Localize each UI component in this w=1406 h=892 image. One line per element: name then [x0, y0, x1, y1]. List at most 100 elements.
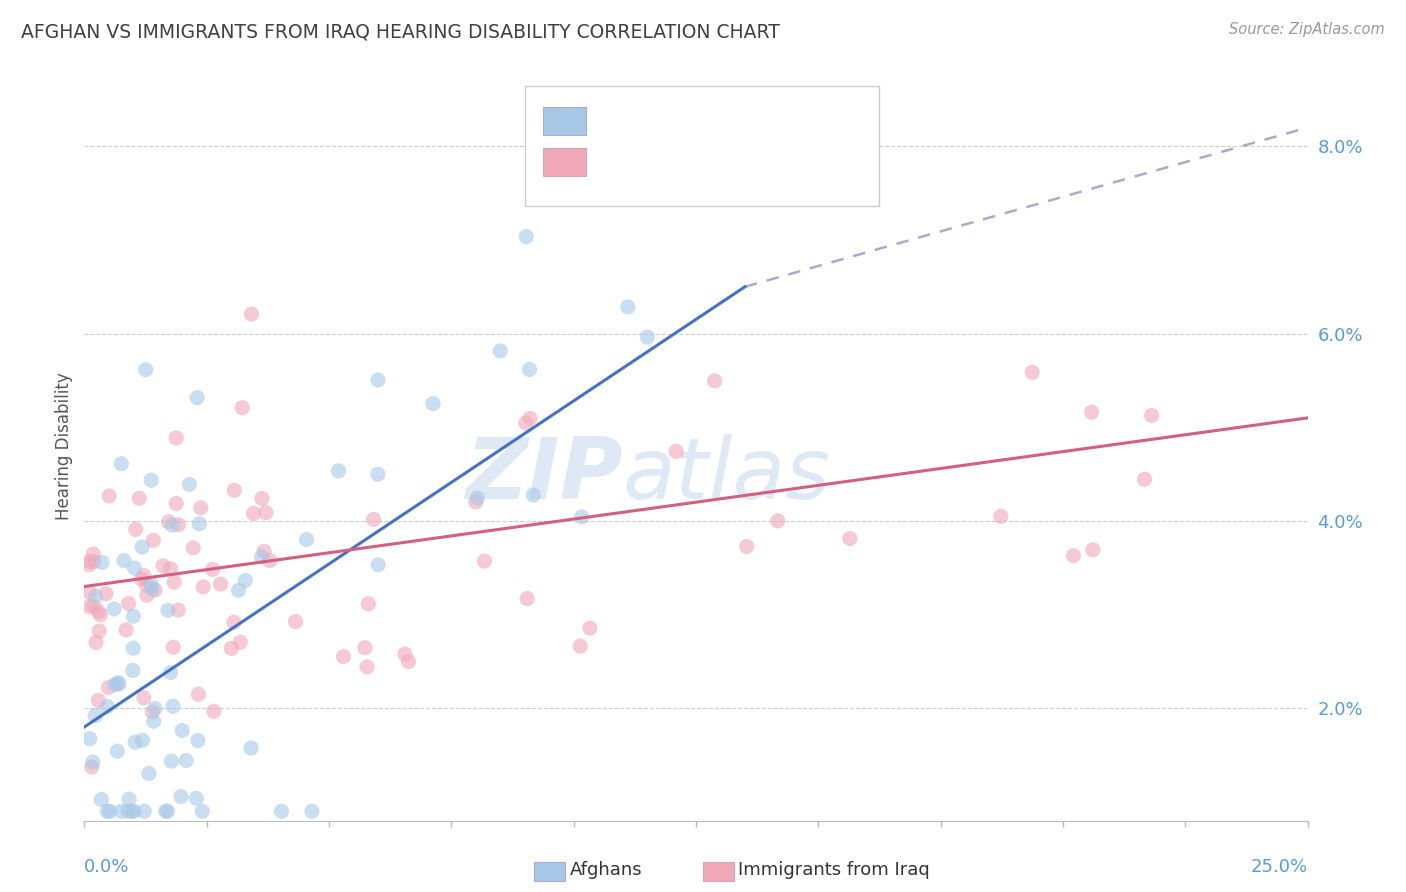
Point	[91, 555, 114, 569]
Point	[224, 483, 246, 498]
Point	[1080, 405, 1102, 419]
Point	[242, 507, 264, 521]
Point	[131, 540, 153, 554]
Point	[157, 515, 180, 529]
Point	[131, 733, 153, 747]
Point	[202, 704, 225, 718]
Text: Source: ZipAtlas.com: Source: ZipAtlas.com	[1229, 22, 1385, 37]
Point	[284, 615, 307, 629]
Point	[107, 677, 129, 691]
Point	[703, 374, 725, 388]
Point	[464, 495, 486, 509]
Point	[254, 506, 277, 520]
Point	[82, 755, 104, 769]
Point	[141, 473, 163, 487]
Point	[1133, 472, 1156, 486]
Point	[229, 635, 252, 649]
Point	[515, 229, 537, 244]
Point	[84, 635, 107, 649]
Point	[191, 805, 214, 819]
Point	[172, 723, 194, 738]
Point	[122, 641, 145, 656]
Text: R = 0.553: R = 0.553	[598, 112, 689, 130]
Point	[98, 805, 121, 819]
Point	[163, 575, 186, 590]
Point	[186, 791, 208, 805]
Point	[766, 514, 789, 528]
Point	[77, 558, 100, 572]
Point	[201, 562, 224, 576]
Point	[636, 330, 658, 344]
Point	[82, 547, 104, 561]
Point	[135, 588, 157, 602]
Point	[465, 491, 488, 505]
Point	[571, 510, 593, 524]
Point	[103, 602, 125, 616]
Point	[143, 701, 166, 715]
Text: 25.0%: 25.0%	[1250, 858, 1308, 876]
Point	[121, 664, 143, 678]
Point	[516, 591, 538, 606]
Point	[193, 580, 215, 594]
Point	[617, 300, 640, 314]
Point	[181, 541, 204, 555]
Point	[165, 496, 187, 510]
Point	[141, 582, 163, 597]
Point	[1081, 542, 1104, 557]
Point	[522, 488, 544, 502]
Point	[117, 597, 139, 611]
Point	[110, 457, 132, 471]
Point	[250, 491, 273, 506]
Point	[367, 467, 389, 482]
Point	[735, 540, 758, 554]
Point	[165, 431, 187, 445]
Point	[87, 604, 110, 618]
Point	[357, 597, 380, 611]
Point	[156, 603, 179, 617]
Point	[134, 805, 156, 819]
Point	[155, 805, 177, 819]
Point	[96, 805, 118, 819]
Point	[332, 649, 354, 664]
Point	[96, 699, 118, 714]
Point	[665, 444, 688, 458]
Point	[79, 731, 101, 746]
Point	[122, 805, 145, 819]
Point	[253, 544, 276, 558]
Point	[142, 714, 165, 729]
Point	[104, 677, 127, 691]
Point	[474, 554, 496, 568]
Point	[190, 500, 212, 515]
Point	[222, 615, 245, 630]
Point	[135, 578, 157, 592]
Point	[128, 491, 150, 506]
Point	[143, 583, 166, 598]
Point	[84, 589, 107, 603]
Point	[124, 522, 146, 536]
Point	[122, 609, 145, 624]
Point	[77, 554, 100, 568]
Point	[83, 599, 105, 613]
Point	[159, 665, 181, 680]
Point	[98, 489, 121, 503]
Point	[83, 555, 105, 569]
Point	[515, 416, 537, 430]
Point	[135, 362, 157, 376]
Point	[89, 624, 111, 638]
Point	[233, 574, 256, 588]
Point	[97, 681, 120, 695]
Point	[1062, 549, 1084, 563]
Point	[132, 568, 155, 582]
Text: atlas: atlas	[623, 434, 831, 517]
Text: Afghans: Afghans	[569, 861, 643, 879]
Point	[228, 583, 250, 598]
Point	[105, 744, 128, 758]
Point	[152, 558, 174, 573]
Point	[160, 518, 183, 533]
Point	[141, 577, 163, 591]
Point	[579, 621, 602, 635]
Point	[80, 760, 103, 774]
Point	[142, 533, 165, 548]
Point	[1140, 409, 1163, 423]
Text: ZIP: ZIP	[465, 434, 623, 517]
